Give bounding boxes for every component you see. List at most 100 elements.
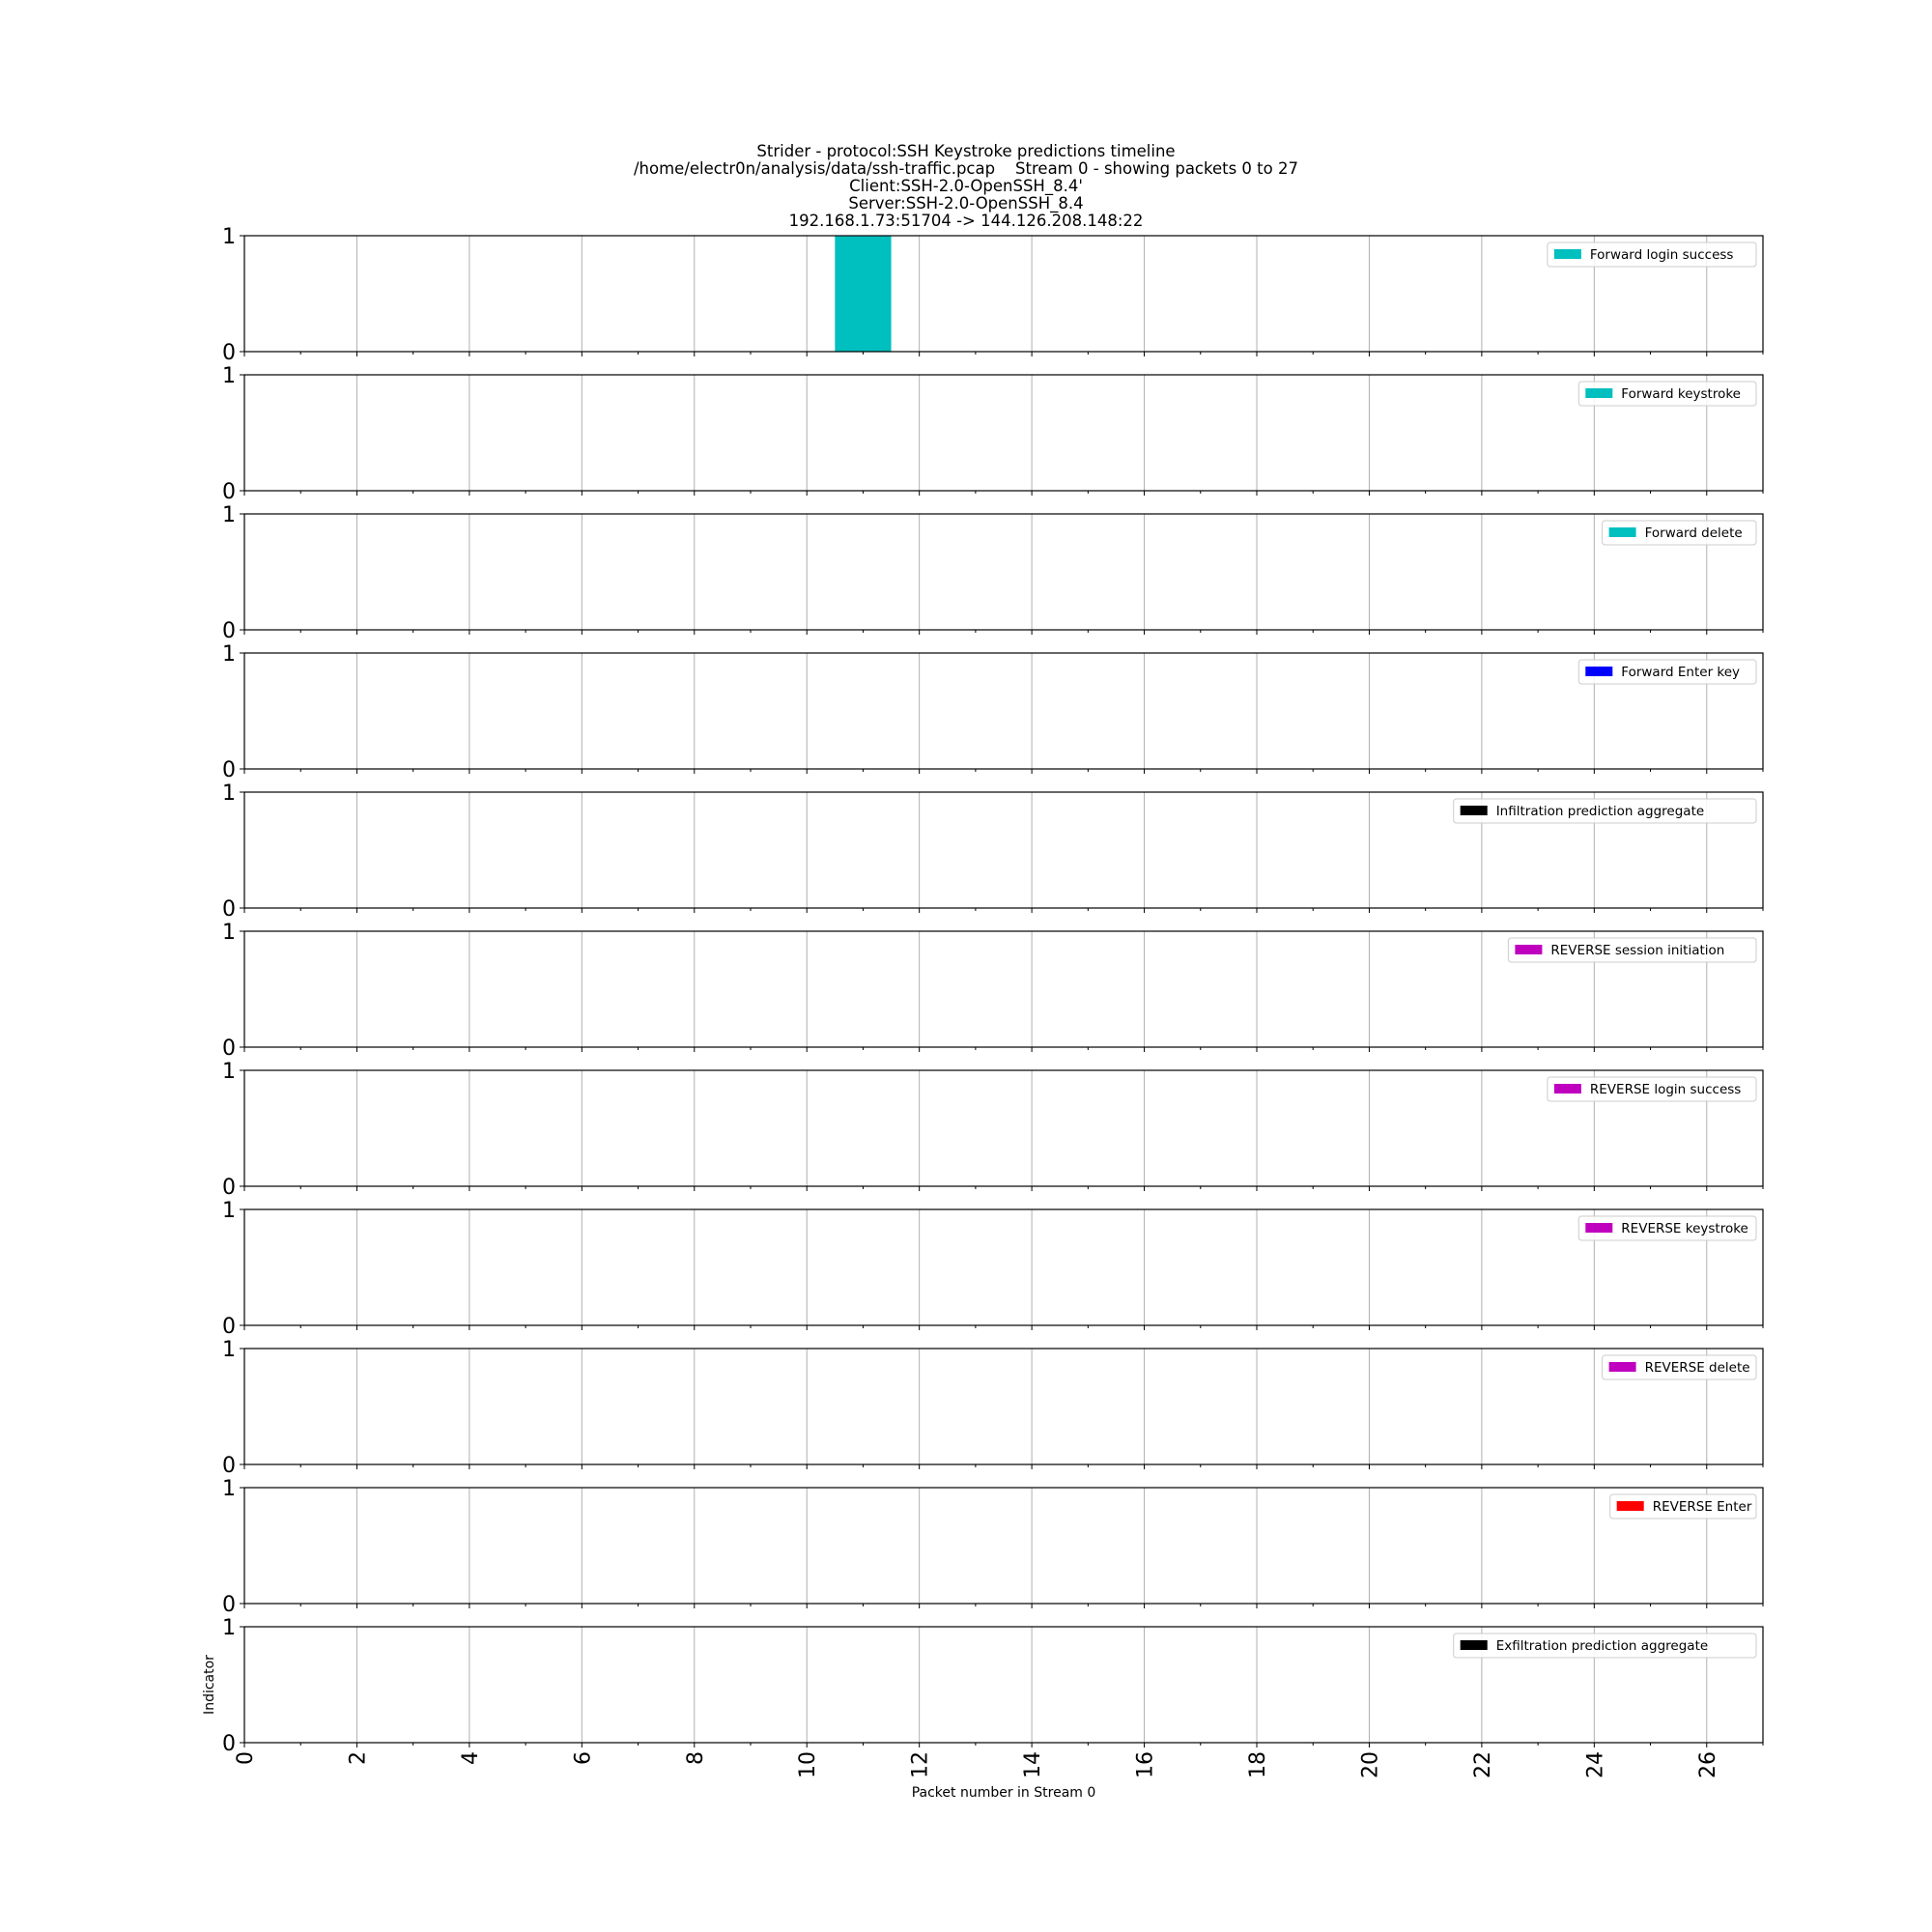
legend-box bbox=[1577, 1215, 1757, 1241]
title-line-2: /home/electr0n/analysis/data/ssh-traffic… bbox=[634, 159, 1298, 178]
x-tick-label: 6 bbox=[571, 1751, 595, 1765]
panel-exfiltration-prediction-aggregate: 0 1 Exfiltration prediction aggregate bbox=[222, 1616, 1764, 1756]
legend-swatch bbox=[1585, 667, 1613, 676]
y-tick-label: 0 bbox=[222, 480, 236, 504]
x-tick-label: 24 bbox=[1583, 1751, 1607, 1778]
y-tick-label: 0 bbox=[222, 341, 236, 365]
legend-swatch bbox=[1585, 1223, 1613, 1233]
legend: REVERSE session initiation bbox=[1507, 937, 1757, 963]
y-tick-label: 1 bbox=[222, 225, 236, 249]
y-tick-label: 0 bbox=[222, 1732, 236, 1756]
y-tick-label: 1 bbox=[222, 781, 236, 806]
legend-label: Forward login success bbox=[1590, 247, 1734, 263]
legend-label: Exfiltration prediction aggregate bbox=[1496, 1638, 1708, 1654]
y-tick-label: 0 bbox=[222, 758, 236, 782]
legend-box bbox=[1507, 937, 1757, 963]
legend-box bbox=[1609, 1493, 1757, 1520]
x-tick-label: 20 bbox=[1358, 1751, 1382, 1778]
x-tick-label: 10 bbox=[796, 1751, 820, 1778]
legend-box bbox=[1453, 1633, 1757, 1659]
y-tick-label: 1 bbox=[222, 1477, 236, 1501]
panel-forward-keystroke: 0 1 Forward keystroke bbox=[222, 364, 1764, 504]
legend-swatch bbox=[1585, 388, 1613, 398]
axes-frame bbox=[243, 1208, 1764, 1326]
legend-label: Forward delete bbox=[1645, 526, 1743, 541]
legend-swatch bbox=[1460, 1640, 1488, 1650]
y-tick-label: 1 bbox=[222, 642, 236, 667]
legend-label: Forward keystroke bbox=[1621, 386, 1741, 402]
x-axis-label: Packet number in Stream 0 bbox=[912, 1785, 1096, 1801]
y-tick-label: 0 bbox=[222, 1037, 236, 1061]
title-line-4: Server:SSH-2.0-OpenSSH_8.4 bbox=[848, 194, 1084, 213]
panel-reverse-enter: 0 1 REVERSE Enter bbox=[222, 1477, 1764, 1617]
legend-label: Infiltration prediction aggregate bbox=[1496, 804, 1705, 819]
y-tick-label: 1 bbox=[222, 503, 236, 527]
x-tick-label: 22 bbox=[1471, 1751, 1495, 1778]
legend-box bbox=[1577, 381, 1757, 407]
y-tick-label: 1 bbox=[222, 1338, 236, 1362]
y-tick-label: 1 bbox=[222, 1060, 236, 1084]
legend-label: REVERSE Enter bbox=[1653, 1499, 1752, 1515]
axes-frame bbox=[243, 930, 1764, 1048]
axes-frame bbox=[243, 1487, 1764, 1605]
axes-frame bbox=[243, 235, 1764, 353]
legend-box bbox=[1602, 1354, 1757, 1380]
x-tick-label: 18 bbox=[1246, 1751, 1270, 1778]
y-tick-label: 1 bbox=[222, 921, 236, 945]
axes-frame bbox=[243, 1348, 1764, 1465]
legend-box bbox=[1577, 659, 1757, 685]
x-tick-label: 4 bbox=[459, 1751, 483, 1765]
panel-infiltration-prediction-aggregate: 0 1 Infiltration prediction aggregate bbox=[222, 781, 1764, 922]
legend: REVERSE delete bbox=[1602, 1354, 1757, 1380]
title-line-5: 192.168.1.73:51704 -> 144.126.208.148:22 bbox=[788, 212, 1144, 230]
y-tick-label: 0 bbox=[222, 1454, 236, 1478]
legend: Infiltration prediction aggregate bbox=[1453, 798, 1757, 824]
title-line-3: Client:SSH-2.0-OpenSSH_8.4' bbox=[849, 177, 1083, 195]
x-tick-label: 0 bbox=[234, 1751, 258, 1765]
legend-swatch bbox=[1553, 249, 1581, 259]
legend-swatch bbox=[1553, 1084, 1581, 1094]
bar bbox=[835, 236, 892, 352]
axes-frame bbox=[243, 791, 1764, 909]
legend: REVERSE Enter bbox=[1609, 1493, 1757, 1520]
legend: REVERSE keystroke bbox=[1577, 1215, 1757, 1241]
y-tick-label: 0 bbox=[222, 1593, 236, 1617]
legend-swatch bbox=[1608, 527, 1636, 537]
axes-frame bbox=[243, 1069, 1764, 1187]
title-line-1: Strider - protocol:SSH Keystroke predict… bbox=[756, 142, 1176, 160]
y-tick-label: 1 bbox=[222, 364, 236, 388]
panel-forward-login-success: 0 1 Forward login success bbox=[222, 225, 1764, 365]
panel-reverse-keystroke: 0 1 REVERSE keystroke bbox=[222, 1199, 1764, 1339]
legend-box bbox=[1547, 242, 1757, 268]
axes-frame bbox=[243, 513, 1764, 631]
y-tick-label: 0 bbox=[222, 897, 236, 922]
legend-label: Forward Enter key bbox=[1621, 665, 1740, 680]
legend-box bbox=[1602, 520, 1757, 546]
legend-label: REVERSE login success bbox=[1590, 1082, 1741, 1097]
legend-swatch bbox=[1460, 806, 1488, 815]
legend: Forward delete bbox=[1602, 520, 1757, 546]
panel-forward-delete: 0 1 Forward delete bbox=[222, 503, 1764, 643]
legend-box bbox=[1547, 1076, 1757, 1102]
legend-swatch bbox=[1616, 1501, 1644, 1511]
panel-reverse-login-success: 0 1 REVERSE login success bbox=[222, 1060, 1764, 1200]
x-tick-label: 12 bbox=[909, 1751, 933, 1778]
panel-reverse-session-initiation: 0 1 REVERSE session initiation bbox=[222, 921, 1764, 1061]
y-tick-label: 1 bbox=[222, 1616, 236, 1640]
legend: Forward keystroke bbox=[1577, 381, 1757, 407]
panel-forward-enter-key: 0 1 Forward Enter key bbox=[222, 642, 1764, 782]
legend-swatch bbox=[1515, 945, 1543, 954]
y-axis-label: Indicator bbox=[202, 1655, 217, 1715]
legend-label: REVERSE delete bbox=[1645, 1360, 1750, 1376]
legend: Exfiltration prediction aggregate bbox=[1453, 1633, 1757, 1659]
axes-frame bbox=[243, 1626, 1764, 1744]
axes-frame bbox=[243, 652, 1764, 770]
legend: Forward login success bbox=[1547, 242, 1757, 268]
y-tick-label: 1 bbox=[222, 1199, 236, 1223]
legend: Forward Enter key bbox=[1577, 659, 1757, 685]
legend-label: REVERSE keystroke bbox=[1621, 1221, 1748, 1236]
legend: REVERSE login success bbox=[1547, 1076, 1757, 1102]
legend-box bbox=[1453, 798, 1757, 824]
legend-swatch bbox=[1608, 1362, 1636, 1372]
